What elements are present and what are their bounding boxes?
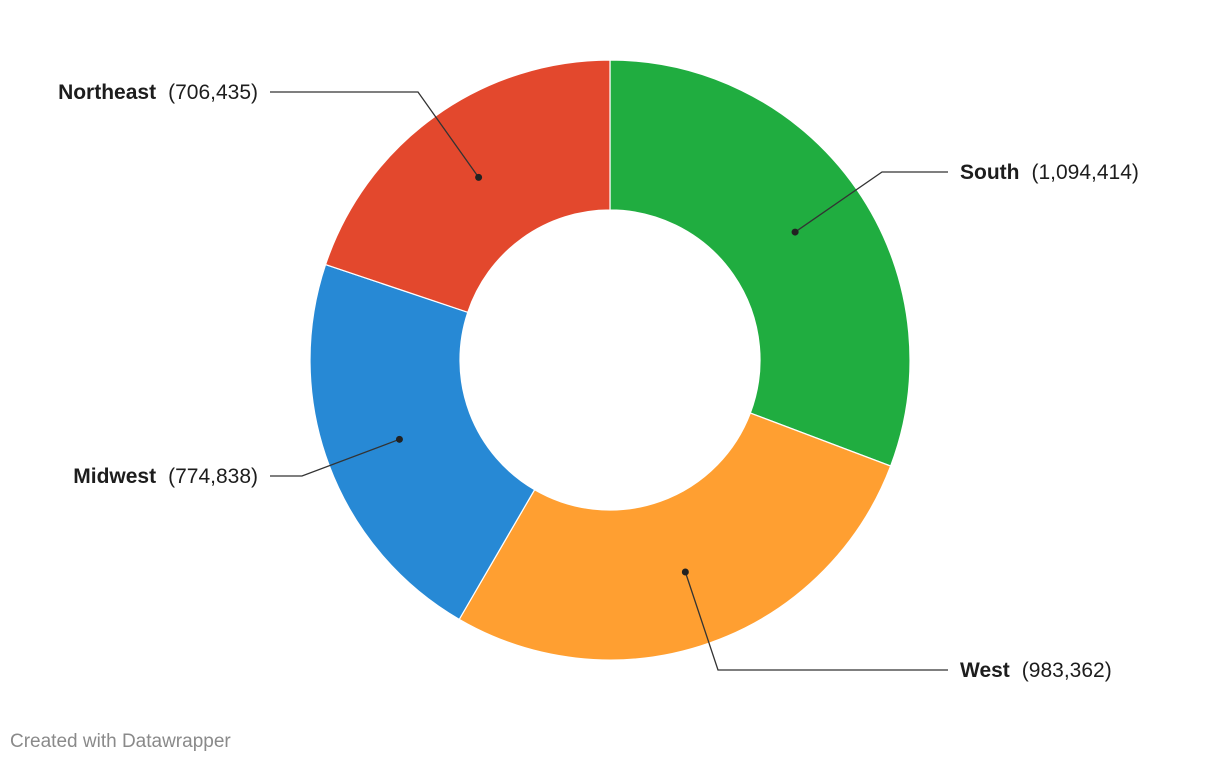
leader-dot-west — [681, 568, 689, 576]
slice-label-name-northeast: Northeast — [58, 81, 156, 104]
leader-line-west — [684, 571, 948, 671]
leader-dot-northeast — [475, 173, 483, 181]
slice-label-west: West (983,362) — [960, 659, 1112, 682]
slice-label-value-midwest: (774,838) — [168, 465, 258, 488]
slice-label-name-west: West — [960, 659, 1010, 682]
slice-label-value-south: (1,094,414) — [1031, 161, 1138, 184]
slice-midwest — [309, 263, 536, 621]
slice-label-name-midwest: Midwest — [73, 465, 156, 488]
slice-label-northeast: Northeast (706,435) — [58, 81, 258, 104]
slice-label-south: South (1,094,414) — [960, 161, 1139, 184]
leader-line-south — [794, 171, 948, 233]
slice-label-name-south: South — [960, 161, 1019, 184]
slice-northeast — [324, 59, 611, 314]
leader-line-northeast — [270, 91, 480, 178]
leader-dot-midwest — [395, 435, 403, 443]
leader-line-midwest — [270, 438, 400, 477]
slices-layer — [309, 59, 911, 661]
slice-label-value-northeast: (706,435) — [168, 81, 258, 104]
leader-lines-layer — [270, 91, 948, 671]
slice-label-midwest: Midwest (774,838) — [73, 465, 258, 488]
slice-south — [609, 59, 911, 467]
slice-west — [458, 412, 892, 661]
leader-dot-south — [791, 228, 799, 236]
slice-label-value-west: (983,362) — [1022, 659, 1112, 682]
labels-layer: South (1,094,414) West (983,362) Midwest (774… — [58, 81, 1139, 682]
footer-credit: Created with Datawrapper — [10, 731, 231, 752]
